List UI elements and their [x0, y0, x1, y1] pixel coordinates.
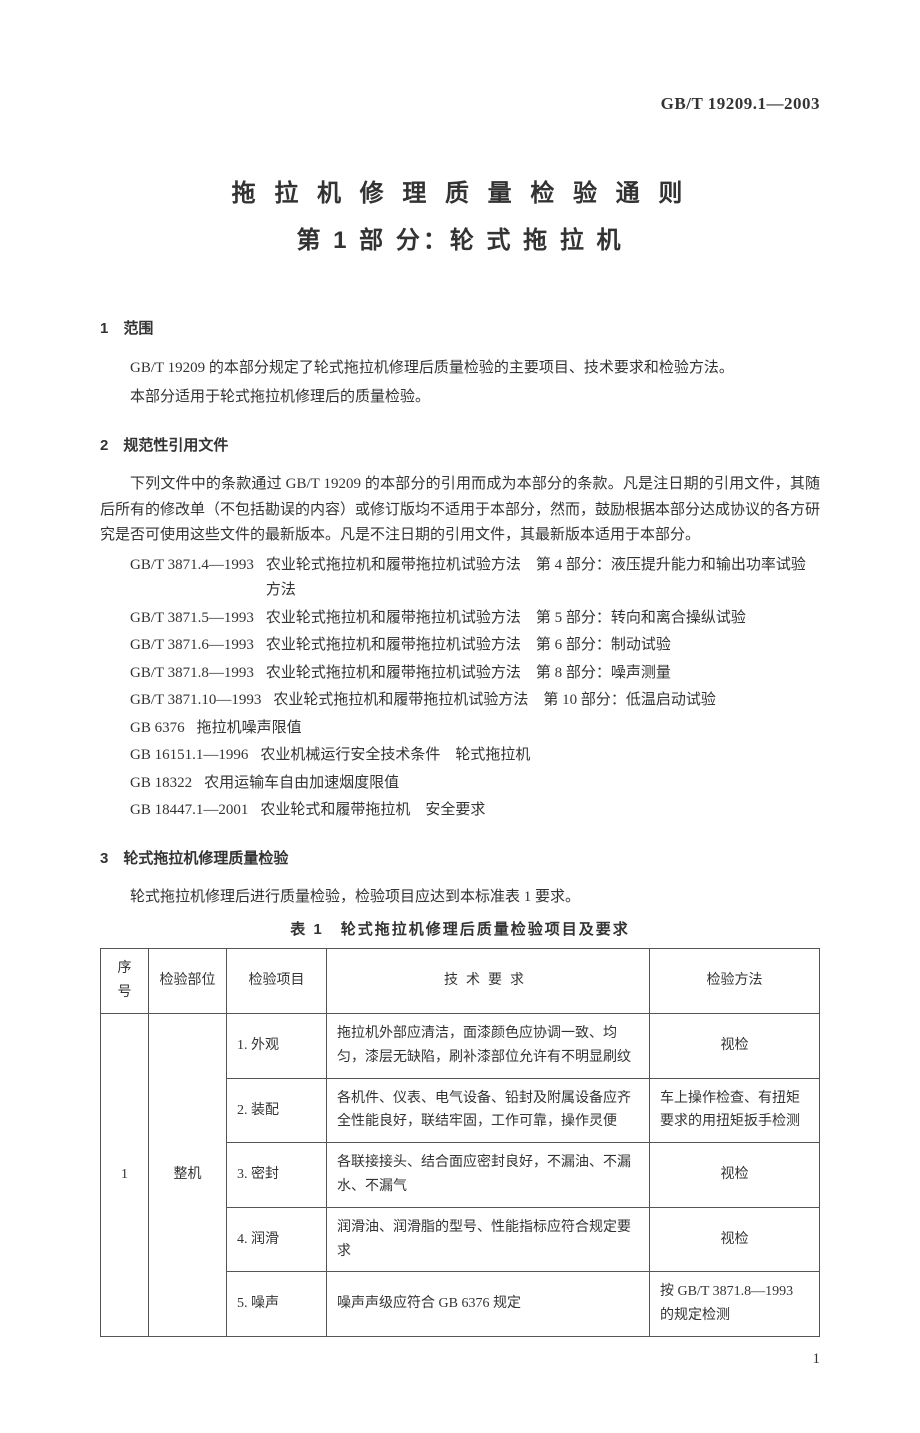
td-method: 视检	[650, 1143, 820, 1208]
ref-code: GB 16151.1—1996	[130, 743, 260, 769]
td-item: 2. 装配	[227, 1078, 327, 1143]
td-req: 拖拉机外部应清洁，面漆颜色应协调一致、均匀，漆层无缺陷，刷补漆部位允许有不明显刷…	[327, 1014, 650, 1079]
td-seq: 1	[101, 1014, 149, 1337]
section-2-head: 2 规范性引用文件	[100, 433, 820, 459]
ref-item: GB/T 3871.5—1993 农业轮式拖拉机和履带拖拉机试验方法 第 5 部…	[130, 606, 820, 632]
th-seq: 序号	[101, 949, 149, 1014]
references-list: GB/T 3871.4—1993 农业轮式拖拉机和履带拖拉机试验方法 第 4 部…	[130, 553, 820, 824]
table-header-row: 序号 检验部位 检验项目 技术要求 检验方法	[101, 949, 820, 1014]
ref-item: GB 6376 拖拉机噪声限值	[130, 716, 820, 742]
ref-code: GB 18322	[130, 771, 204, 797]
ref-text: 农业轮式和履带拖拉机 安全要求	[260, 798, 820, 824]
ref-item: GB 18447.1—2001 农业轮式和履带拖拉机 安全要求	[130, 798, 820, 824]
title-main: 拖 拉 机 修 理 质 量 检 验 通 则	[100, 174, 820, 215]
ref-item: GB 16151.1—1996 农业机械运行安全技术条件 轮式拖拉机	[130, 743, 820, 769]
section-1-p2: 本部分适用于轮式拖拉机修理后的质量检验。	[100, 385, 820, 411]
ref-code: GB 6376	[130, 716, 197, 742]
th-req: 技术要求	[327, 949, 650, 1014]
ref-text: 农业机械运行安全技术条件 轮式拖拉机	[260, 743, 820, 769]
td-item: 4. 润滑	[227, 1207, 327, 1272]
td-method: 车上操作检查、有扭矩要求的用扭矩扳手检测	[650, 1078, 820, 1143]
td-item: 1. 外观	[227, 1014, 327, 1079]
ref-code: GB/T 3871.8—1993	[130, 661, 266, 687]
td-req: 各机件、仪表、电气设备、铅封及附属设备应齐全性能良好，联结牢固，工作可靠，操作灵…	[327, 1078, 650, 1143]
th-part: 检验部位	[149, 949, 227, 1014]
ref-item: GB/T 3871.6—1993 农业轮式拖拉机和履带拖拉机试验方法 第 6 部…	[130, 633, 820, 659]
section-2-p1: 下列文件中的条款通过 GB/T 19209 的本部分的引用而成为本部分的条款。凡…	[100, 472, 820, 549]
ref-text: 农业轮式拖拉机和履带拖拉机试验方法 第 4 部分：液压提升能力和输出功率试验方法	[266, 553, 820, 604]
td-method: 视检	[650, 1207, 820, 1272]
section-3-p1: 轮式拖拉机修理后进行质量检验，检验项目应达到本标准表 1 要求。	[100, 885, 820, 911]
ref-code: GB/T 3871.10—1993	[130, 688, 273, 714]
page-number: 1	[100, 1347, 820, 1373]
ref-code: GB/T 3871.4—1993	[130, 553, 266, 604]
section-3-head: 3 轮式拖拉机修理质量检验	[100, 846, 820, 872]
th-item: 检验项目	[227, 949, 327, 1014]
section-1-p1: GB/T 19209 的本部分规定了轮式拖拉机修理后质量检验的主要项目、技术要求…	[100, 356, 820, 382]
ref-code: GB 18447.1—2001	[130, 798, 260, 824]
th-method: 检验方法	[650, 949, 820, 1014]
inspection-table: 序号 检验部位 检验项目 技术要求 检验方法 1 整机 1. 外观 拖拉机外部应…	[100, 948, 820, 1337]
ref-item: GB/T 3871.8—1993 农业轮式拖拉机和履带拖拉机试验方法 第 8 部…	[130, 661, 820, 687]
ref-text: 农业轮式拖拉机和履带拖拉机试验方法 第 6 部分：制动试验	[266, 633, 820, 659]
table-caption: 表 1 轮式拖拉机修理后质量检验项目及要求	[100, 917, 820, 943]
title-sub: 第 1 部 分：轮 式 拖 拉 机	[100, 221, 820, 262]
table-row: 1 整机 1. 外观 拖拉机外部应清洁，面漆颜色应协调一致、均匀，漆层无缺陷，刷…	[101, 1014, 820, 1079]
td-req: 润滑油、润滑脂的型号、性能指标应符合规定要求	[327, 1207, 650, 1272]
td-item: 3. 密封	[227, 1143, 327, 1208]
td-item: 5. 噪声	[227, 1272, 327, 1337]
ref-text: 农业轮式拖拉机和履带拖拉机试验方法 第 10 部分：低温启动试验	[273, 688, 820, 714]
ref-text: 农业轮式拖拉机和履带拖拉机试验方法 第 5 部分：转向和离合操纵试验	[266, 606, 820, 632]
td-method: 按 GB/T 3871.8—1993 的规定检测	[650, 1272, 820, 1337]
standard-code: GB/T 19209.1—2003	[100, 90, 820, 119]
ref-text: 拖拉机噪声限值	[197, 716, 820, 742]
section-1-head: 1 范围	[100, 316, 820, 342]
td-req: 各联接接头、结合面应密封良好，不漏油、不漏水、不漏气	[327, 1143, 650, 1208]
ref-item: GB 18322 农用运输车自由加速烟度限值	[130, 771, 820, 797]
td-req: 噪声声级应符合 GB 6376 规定	[327, 1272, 650, 1337]
td-method: 视检	[650, 1014, 820, 1079]
ref-code: GB/T 3871.5—1993	[130, 606, 266, 632]
ref-text: 农用运输车自由加速烟度限值	[204, 771, 820, 797]
ref-item: GB/T 3871.10—1993 农业轮式拖拉机和履带拖拉机试验方法 第 10…	[130, 688, 820, 714]
ref-code: GB/T 3871.6—1993	[130, 633, 266, 659]
td-part: 整机	[149, 1014, 227, 1337]
ref-text: 农业轮式拖拉机和履带拖拉机试验方法 第 8 部分：噪声测量	[266, 661, 820, 687]
ref-item: GB/T 3871.4—1993 农业轮式拖拉机和履带拖拉机试验方法 第 4 部…	[130, 553, 820, 604]
